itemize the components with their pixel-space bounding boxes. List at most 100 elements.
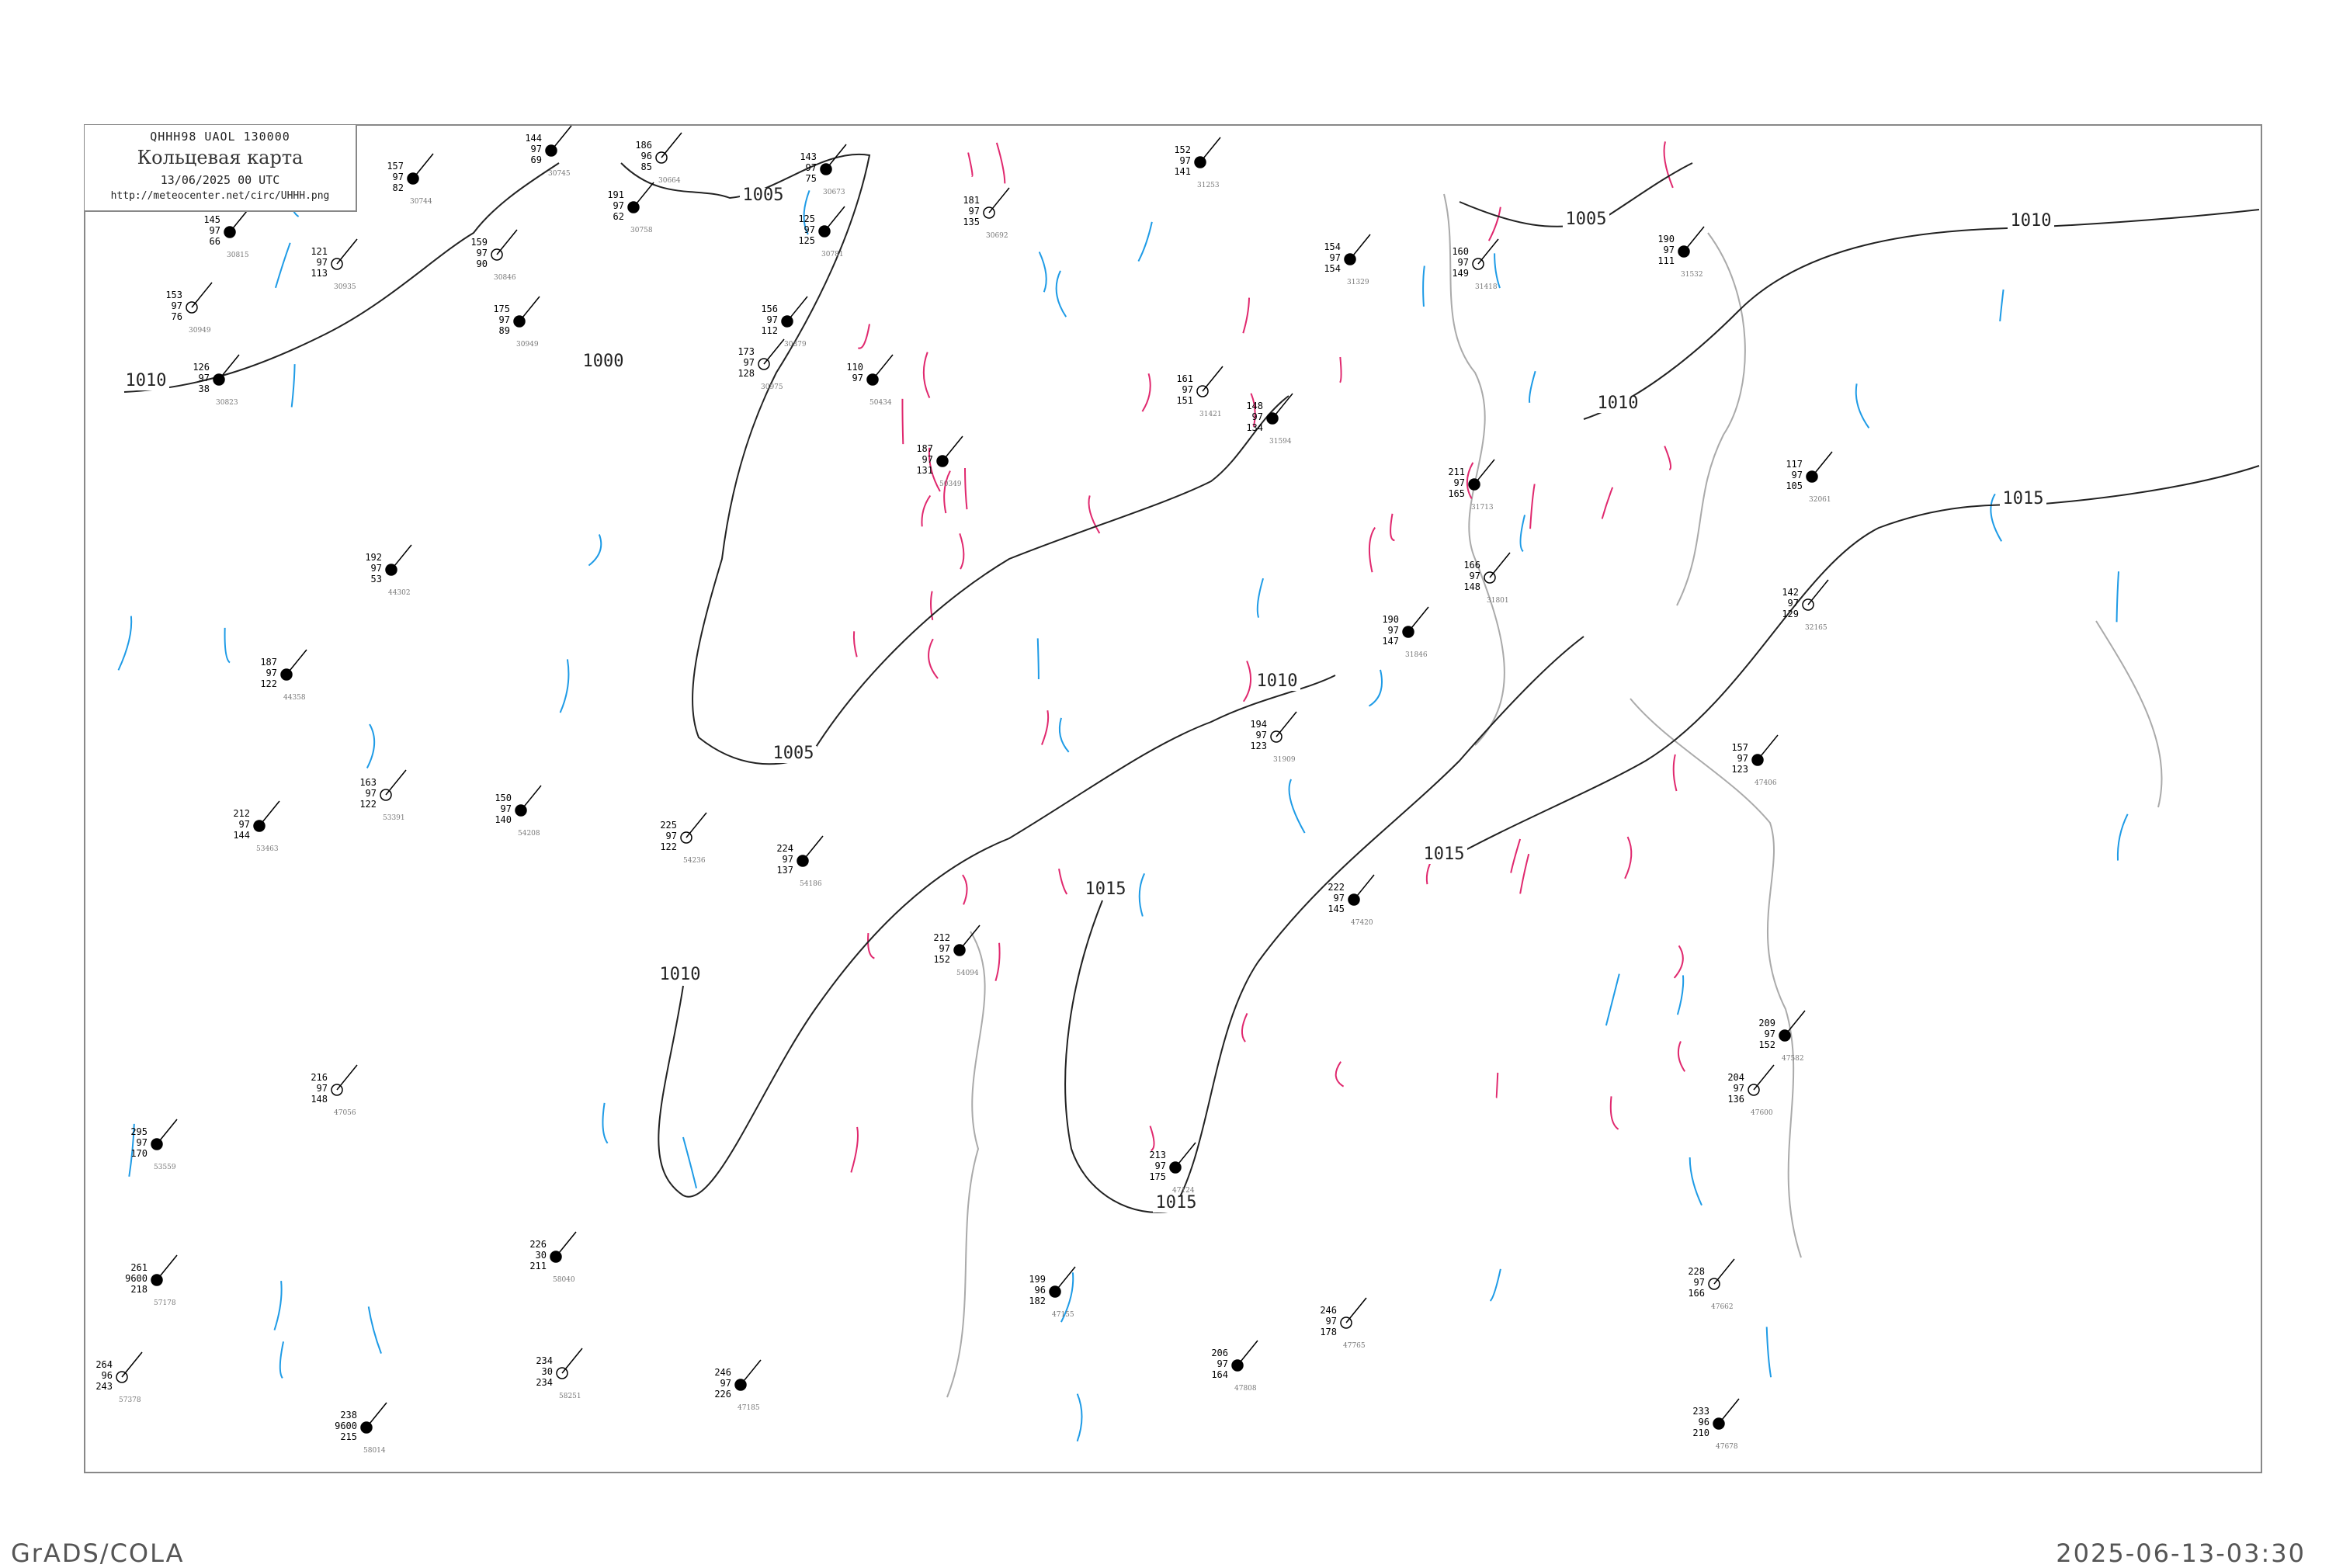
station-dewpoint: 76 (172, 311, 182, 322)
wind-barb-icon (763, 338, 785, 365)
station-dewpoint: 148 (311, 1094, 328, 1105)
isobar-label: 1005 (743, 186, 784, 205)
front-segment (1242, 661, 1251, 702)
wind-barb-icon (1807, 579, 1829, 605)
footer-timestamp: 2025-06-13-03:30 (2056, 1539, 2306, 1568)
wind-barb-icon (550, 125, 572, 151)
station-dewpoint: 234 (536, 1377, 553, 1388)
isobar-1010-east (1583, 209, 2260, 420)
map-datetime: 13/06/2025 00 UTC (160, 173, 280, 187)
wind-barb-icon (156, 1254, 178, 1281)
station-temperature: 159 (470, 237, 488, 248)
station-pressure: 97 (1330, 252, 1341, 263)
station-dewpoint: 182 (1029, 1296, 1046, 1306)
station-id: 47185 (738, 1404, 760, 1412)
river-segment (1038, 252, 1047, 293)
station-dewpoint: 131 (916, 465, 933, 476)
wind-barb-icon (520, 785, 542, 811)
station-pressure: 97 (1792, 470, 1803, 480)
station-dewpoint: 152 (1758, 1039, 1775, 1050)
station-id: 54186 (800, 880, 822, 888)
station-dewpoint: 165 (1448, 488, 1465, 499)
river-segment (803, 190, 810, 235)
front-segment (1519, 853, 1530, 894)
wind-barb-icon (555, 1231, 577, 1258)
source-url[interactable]: http://meteocenter.net/circ/UHHH.png (110, 190, 330, 202)
river-segment (1519, 515, 1526, 553)
front-segment (857, 324, 870, 349)
river-segment (1605, 973, 1620, 1026)
front-segment (1149, 1126, 1155, 1152)
station-pressure: 97 (720, 1378, 731, 1389)
front-segment (1624, 836, 1633, 879)
river-segment (1855, 383, 1870, 428)
wind-barb-icon (1489, 552, 1511, 578)
wind-barb-icon (156, 1119, 178, 1145)
station-temperature: 261 (130, 1262, 148, 1273)
station-pressure: 97 (1180, 155, 1191, 166)
river-segment (1689, 1157, 1702, 1206)
station-pressure: 97 (499, 314, 510, 325)
station-temperature: 199 (1029, 1274, 1046, 1285)
station-temperature: 264 (95, 1359, 113, 1370)
station-dewpoint: 148 (1463, 581, 1480, 592)
river-segment (1288, 779, 1306, 834)
station-temperature: 238 (340, 1410, 357, 1421)
